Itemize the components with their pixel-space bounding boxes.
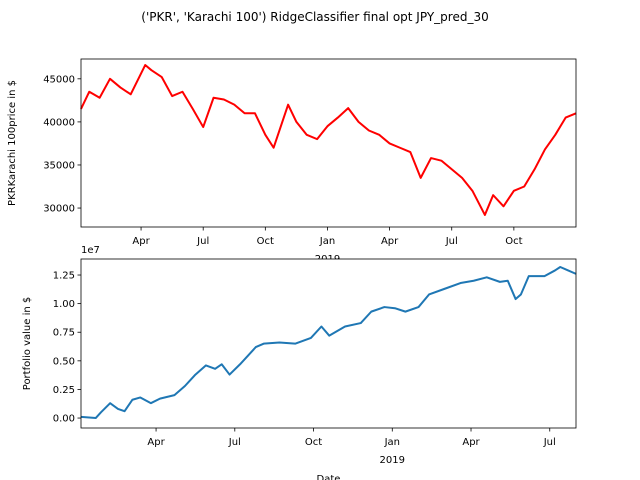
x-tick-label: Jul xyxy=(196,236,209,247)
y-tick-label: 30000 xyxy=(43,204,75,215)
x-tick-label: Oct xyxy=(257,236,274,247)
x-tick-label: Jul xyxy=(228,437,241,448)
x-tick-label: Jul xyxy=(445,236,458,247)
y-tick-label: 0.75 xyxy=(53,328,75,339)
y-tick-label: 1.00 xyxy=(53,299,75,310)
y-tick-label: 0.25 xyxy=(53,385,75,396)
axes-frame xyxy=(80,58,577,228)
x-tick-label: Apr xyxy=(381,236,399,247)
figure-title: ('PKR', 'Karachi 100') RidgeClassifier f… xyxy=(141,10,488,24)
axes-frame xyxy=(80,258,577,429)
y-tick-label: 0.00 xyxy=(53,414,75,425)
plot-area xyxy=(81,259,576,428)
x-tick-label: Jan xyxy=(319,236,335,247)
x-tick-label: Apr xyxy=(462,437,480,448)
y-tick-label: 40000 xyxy=(43,117,75,128)
y-axis-label: Portfolio value in $ xyxy=(22,297,33,390)
x-tick-label: Apr xyxy=(132,236,150,247)
y-tick-label: 0.50 xyxy=(53,356,75,367)
plot-area xyxy=(81,59,576,227)
x-tick-label: Apr xyxy=(147,437,165,448)
data-line xyxy=(80,266,577,420)
x-year-label: 2019 xyxy=(380,455,405,466)
x-axis-label: Date xyxy=(317,474,341,480)
offset-label: 1e7 xyxy=(81,245,100,256)
x-tick-label: Jan xyxy=(384,437,400,448)
y-tick-label: 35000 xyxy=(43,160,75,171)
x-tick-label: Oct xyxy=(305,437,322,448)
y-axis-label: PKRKarachi 100price in $ xyxy=(7,80,18,206)
data-line xyxy=(80,64,577,216)
y-tick-label: 1.25 xyxy=(53,271,75,282)
x-tick-label: Jul xyxy=(543,437,556,448)
x-tick-label: Oct xyxy=(505,236,522,247)
y-tick-label: 45000 xyxy=(43,74,75,85)
